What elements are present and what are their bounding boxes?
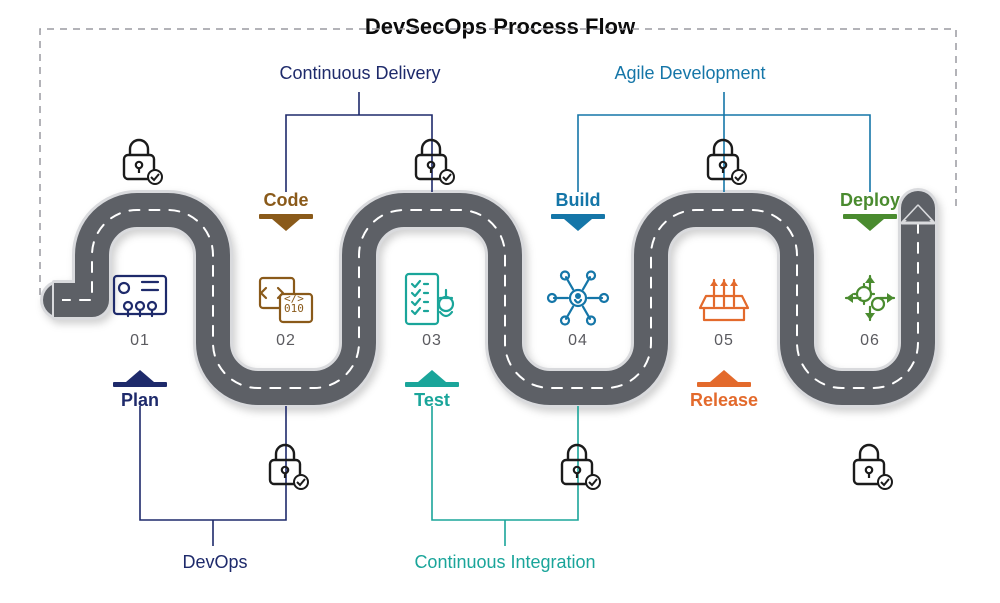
step-label-deploy: Deploy xyxy=(810,190,930,211)
annotation-devops: DevOps xyxy=(75,552,355,573)
step-number: 04 xyxy=(558,332,598,350)
bracket-ci xyxy=(432,406,578,546)
svg-text:</>: </> xyxy=(284,292,304,305)
lock-icon xyxy=(708,140,746,184)
step-number: 02 xyxy=(266,332,306,350)
step-number: 05 xyxy=(704,332,744,350)
release-icon xyxy=(700,280,748,320)
step-label-code: Code xyxy=(226,190,346,211)
step-label-build: Build xyxy=(518,190,638,211)
annotation-agile: Agile Development xyxy=(550,63,830,84)
road xyxy=(52,206,934,388)
build-icon xyxy=(548,271,608,324)
code-icon: 010</> xyxy=(260,278,312,322)
step-label-test: Test xyxy=(372,390,492,411)
lock-icon xyxy=(270,445,308,489)
chevron-bar xyxy=(405,382,459,387)
bracket-devops xyxy=(140,406,286,546)
step-number: 06 xyxy=(850,332,890,350)
test-icon xyxy=(406,274,453,324)
chevron-bar xyxy=(697,382,751,387)
step-label-release: Release xyxy=(664,390,784,411)
annotation-ci: Continuous Integration xyxy=(365,552,645,573)
lock-icon xyxy=(562,445,600,489)
chevron-icon xyxy=(710,370,738,382)
diagram-svg: 010</> xyxy=(0,0,1000,603)
chevron-bar xyxy=(113,382,167,387)
step-number: 01 xyxy=(120,332,160,350)
chevron-icon xyxy=(272,219,300,231)
chevron-icon xyxy=(418,370,446,382)
lock-icon xyxy=(124,140,162,184)
devsecops-diagram: DevSecOps Process Flow 010</> 01Plan02Co… xyxy=(0,0,1000,603)
chevron-icon xyxy=(126,370,154,382)
deploy-icon xyxy=(846,276,894,320)
chevron-icon xyxy=(564,219,592,231)
annotation-cd: Continuous Delivery xyxy=(220,63,500,84)
bracket-cd xyxy=(286,92,432,192)
lock-icon xyxy=(416,140,454,184)
chevron-icon xyxy=(856,219,884,231)
step-number: 03 xyxy=(412,332,452,350)
step-label-plan: Plan xyxy=(80,390,200,411)
plan-icon xyxy=(114,276,166,316)
lock-icon xyxy=(854,445,892,489)
